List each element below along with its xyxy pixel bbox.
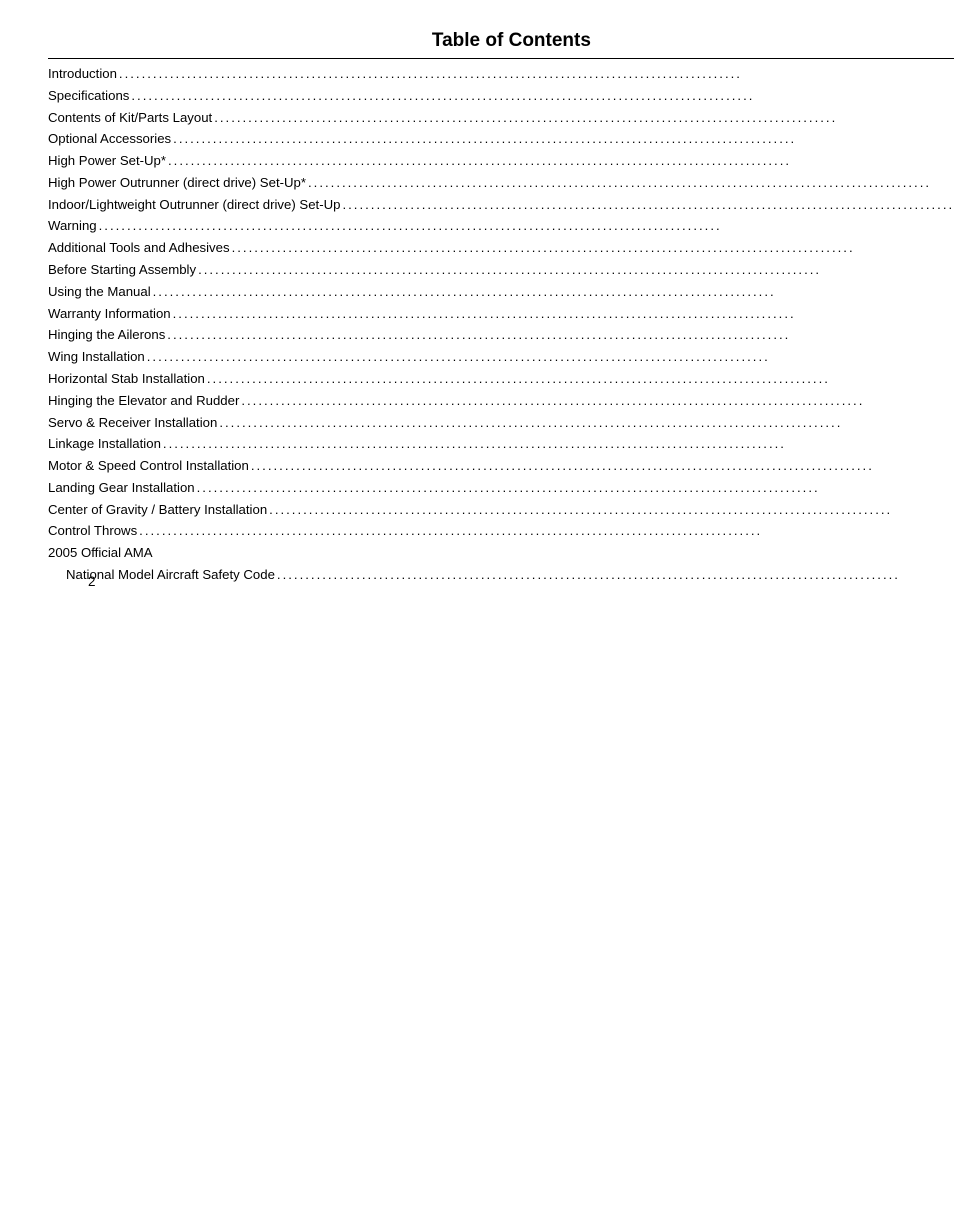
toc-leader bbox=[308, 172, 954, 194]
toc-entry-title: Indoor/Lightweight Outrunner (direct dri… bbox=[48, 194, 340, 216]
toc-entry-title: Wing Installation bbox=[48, 346, 145, 368]
toc-entry-title: Optional Accessories bbox=[48, 128, 171, 150]
toc-leader bbox=[163, 433, 954, 455]
toc-entry-title: 2005 Official AMA bbox=[48, 542, 153, 564]
toc-leader bbox=[173, 303, 954, 325]
toc-leader bbox=[214, 107, 954, 129]
toc-entry-title: Linkage Installation bbox=[48, 433, 161, 455]
toc-leader bbox=[277, 564, 954, 586]
toc-leader bbox=[168, 150, 954, 172]
toc-entry: Hinging the Ailerons7 bbox=[48, 324, 954, 346]
toc-list: Introduction2Specifications2Contents of … bbox=[48, 63, 954, 586]
toc-entry-title: Horizontal Stab Installation bbox=[48, 368, 205, 390]
toc-entry-title: High Power Outrunner (direct drive) Set-… bbox=[48, 172, 306, 194]
toc-entry-title: Using the Manual bbox=[48, 281, 151, 303]
toc-entry-title: Center of Gravity / Battery Installation bbox=[48, 499, 267, 521]
toc-entry: Control Throws28 bbox=[48, 520, 954, 542]
toc-entry-title: Motor & Speed Control Installation bbox=[48, 455, 249, 477]
toc-leader bbox=[198, 259, 954, 281]
toc-entry-title: Warning bbox=[48, 215, 97, 237]
manual-page: Table of Contents Introduction2Specifica… bbox=[0, 0, 954, 617]
toc-entry: Optional Accessories4 bbox=[48, 128, 954, 150]
toc-entry-title: National Model Aircraft Safety Code bbox=[66, 564, 275, 586]
toc-entry: High Power Outrunner (direct drive) Set-… bbox=[48, 172, 954, 194]
toc-leader bbox=[147, 346, 954, 368]
toc-leader bbox=[119, 63, 954, 85]
toc-leader bbox=[207, 368, 954, 390]
toc-entry: Motor & Speed Control Installation20 bbox=[48, 455, 954, 477]
toc-leader bbox=[232, 237, 954, 259]
toc-entry-title: Introduction bbox=[48, 63, 117, 85]
toc-entry-title: Before Starting Assembly bbox=[48, 259, 196, 281]
toc-entry: Servo & Receiver Installation14 bbox=[48, 412, 954, 434]
toc-leader bbox=[173, 128, 954, 150]
toc-leader bbox=[197, 477, 954, 499]
toc-entry-title: Contents of Kit/Parts Layout bbox=[48, 107, 212, 129]
toc-entry-title: Additional Tools and Adhesives bbox=[48, 237, 230, 259]
toc-entry: Linkage Installation16 bbox=[48, 433, 954, 455]
toc-leader bbox=[99, 215, 954, 237]
toc-leader bbox=[251, 455, 954, 477]
toc-entry: Center of Gravity / Battery Installation… bbox=[48, 499, 954, 521]
toc-heading: Table of Contents bbox=[48, 30, 954, 52]
toc-entry-title: Servo & Receiver Installation bbox=[48, 412, 217, 434]
toc-entry-title: Hinging the Elevator and Rudder bbox=[48, 390, 239, 412]
toc-leader bbox=[241, 390, 954, 412]
toc-entry: Wing Installation9 bbox=[48, 346, 954, 368]
toc-entry: Additional Tools and Adhesives5 bbox=[48, 237, 954, 259]
toc-entry: 2005 Official AMA bbox=[48, 542, 954, 564]
toc-leader bbox=[342, 194, 954, 216]
toc-leader bbox=[131, 85, 954, 107]
toc-leader bbox=[167, 324, 954, 346]
toc-entry: Hinging the Elevator and Rudder12 bbox=[48, 390, 954, 412]
toc-entry: High Power Set-Up*4 bbox=[48, 150, 954, 172]
toc-entry: Warranty Information6 bbox=[48, 303, 954, 325]
toc-entry-title: Hinging the Ailerons bbox=[48, 324, 165, 346]
toc-entry: Contents of Kit/Parts Layout3 bbox=[48, 107, 954, 129]
toc-leader bbox=[219, 412, 954, 434]
toc-entry-title: Control Throws bbox=[48, 520, 137, 542]
toc-entry: Using the Manual6 bbox=[48, 281, 954, 303]
toc-entry: Specifications2 bbox=[48, 85, 954, 107]
toc-entry: Indoor/Lightweight Outrunner (direct dri… bbox=[48, 194, 954, 216]
left-column: Table of Contents Introduction2Specifica… bbox=[48, 30, 954, 597]
toc-entry-title: High Power Set-Up* bbox=[48, 150, 166, 172]
toc-entry: Horizontal Stab Installation10 bbox=[48, 368, 954, 390]
toc-entry: Warning5 bbox=[48, 215, 954, 237]
page-number: 2 bbox=[88, 574, 96, 589]
toc-entry: Introduction2 bbox=[48, 63, 954, 85]
toc-leader bbox=[153, 281, 954, 303]
toc-leader bbox=[269, 499, 954, 521]
toc-entry: National Model Aircraft Safety Code30 bbox=[48, 564, 954, 586]
toc-entry-title: Warranty Information bbox=[48, 303, 171, 325]
toc-leader bbox=[139, 520, 954, 542]
toc-entry-title: Landing Gear Installation bbox=[48, 477, 195, 499]
toc-rule bbox=[48, 58, 954, 59]
toc-entry: Landing Gear Installation25 bbox=[48, 477, 954, 499]
toc-entry-title: Specifications bbox=[48, 85, 129, 107]
toc-entry: Before Starting Assembly6 bbox=[48, 259, 954, 281]
